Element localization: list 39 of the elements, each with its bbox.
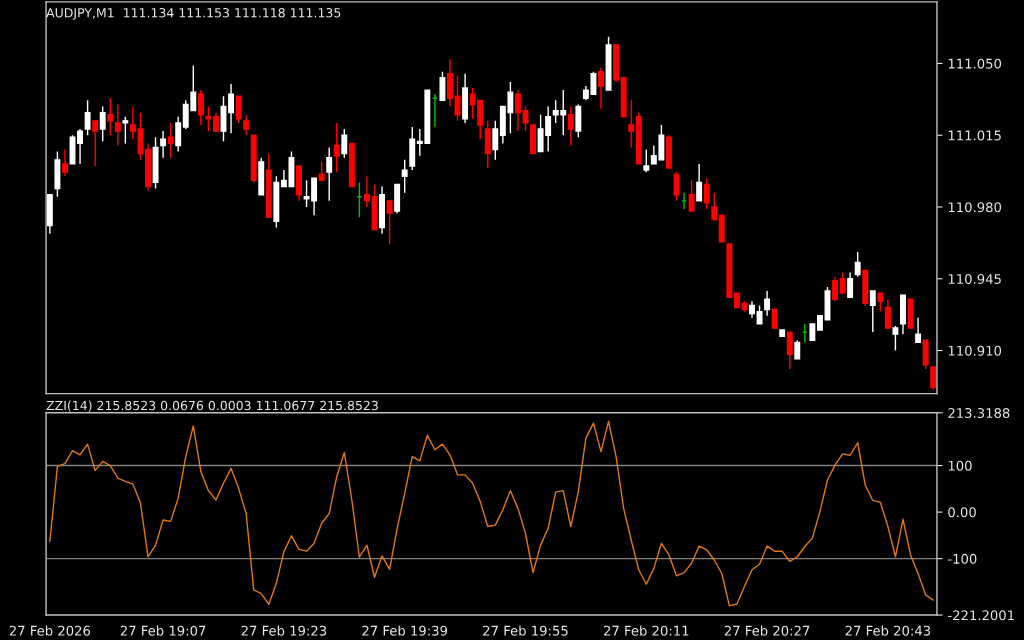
candlestick <box>643 148 650 173</box>
line-series <box>49 420 934 607</box>
candlestick <box>401 159 408 194</box>
candlestick <box>771 308 778 329</box>
y-tick-label: 110.910 <box>948 345 1002 356</box>
candlestick <box>620 77 627 118</box>
x-tick-label: 27 Feb 19:39 <box>362 625 448 636</box>
candlestick <box>122 116 129 145</box>
x-tick-label: 27 Feb 19:07 <box>120 625 206 636</box>
y-tick-label: -221.2001 <box>948 610 1014 621</box>
candlestick <box>718 214 725 243</box>
candlestick <box>107 97 114 136</box>
candlestick <box>386 200 393 245</box>
candlestick <box>779 329 786 337</box>
x-tick-label: 27 Feb 20:27 <box>724 625 810 636</box>
candlestick <box>318 161 325 182</box>
candlestick <box>114 103 121 147</box>
candlestick <box>348 142 355 188</box>
candlestick <box>907 298 914 329</box>
y-tick-label: 111.015 <box>948 130 1001 141</box>
candlestick <box>892 325 899 352</box>
y-tick-label: 0.00 <box>948 507 976 518</box>
x-tick-label: 27 Feb 19:55 <box>483 625 568 636</box>
candlestick <box>726 243 733 298</box>
x-tick-label: 27 Feb 2026 <box>9 625 91 636</box>
y-tick-label: 213.3188 <box>948 408 1010 418</box>
y-tick-label: 110.980 <box>948 202 1002 213</box>
y-tick-label: 100 <box>948 460 972 471</box>
y-tick-label: 111.050 <box>948 58 1002 69</box>
chart-title: ZZI(14) 215.8523 0.0676 0.0003 111.0677 215.8523 <box>46 400 378 412</box>
candlestick <box>816 314 823 331</box>
y-tick-label: -100 <box>948 553 977 564</box>
candlestick <box>205 105 212 132</box>
candlestick <box>877 292 884 313</box>
x-tick-label: 27 Feb 20:43 <box>845 625 931 636</box>
y-tick-label: 110.945 <box>948 273 1001 284</box>
x-tick-label: 27 Feb 19:23 <box>241 625 327 636</box>
candlestick <box>530 124 537 155</box>
x-tick-label: 27 Feb 20:11 <box>603 625 689 636</box>
